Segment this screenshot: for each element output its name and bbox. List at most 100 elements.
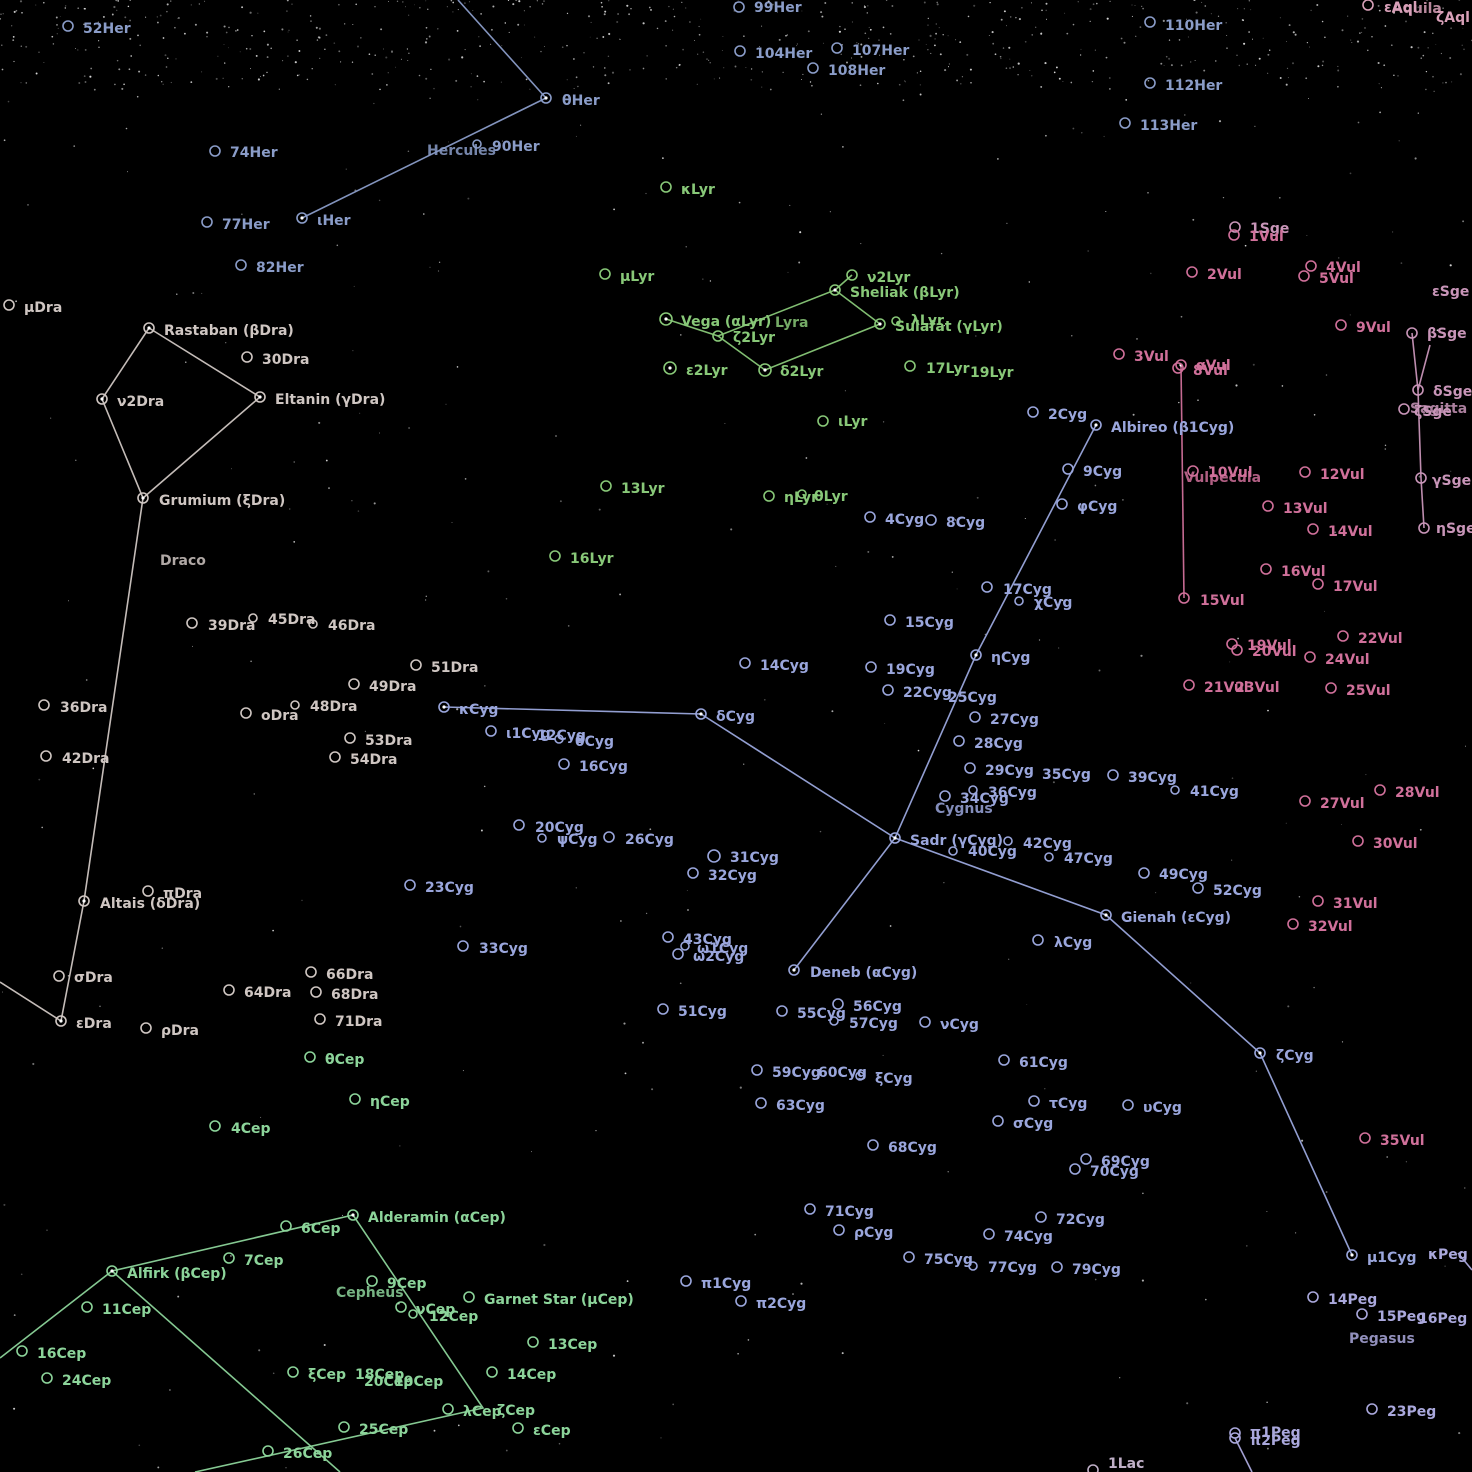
star-nuCep[interactable]: νCep — [395, 1301, 455, 1318]
star-17Cyg[interactable]: 17Cyg — [981, 581, 1052, 598]
star-14Vul[interactable]: 14Vul — [1307, 523, 1373, 540]
star-45Dra[interactable]: 45Dra — [248, 612, 315, 628]
star-3Vul[interactable]: 3Vul — [1113, 348, 1169, 365]
star-epsCep[interactable]: εCep — [512, 1422, 571, 1439]
star-2Cyg[interactable]: 2Cyg — [1027, 406, 1087, 423]
star-77Her[interactable]: 77Her — [201, 216, 270, 233]
star-thetaLyr[interactable]: θLyr — [797, 489, 848, 505]
star-33Cyg[interactable]: 33Cyg — [457, 940, 528, 957]
star-16Lyr[interactable]: 16Lyr — [549, 550, 614, 567]
star-47Cyg[interactable]: 47Cyg — [1044, 851, 1113, 867]
star-omega2Cyg[interactable]: ω2Cyg — [672, 948, 744, 965]
star-49Cyg[interactable]: 49Cyg — [1138, 867, 1208, 883]
star-iotaCyg[interactable]: ι1Cyg — [485, 725, 551, 742]
star-74Her[interactable]: 74Her — [209, 145, 278, 161]
star-34Cyg[interactable]: 34Cyg — [939, 790, 1009, 807]
star-35Cyg[interactable]: 35Cyg — [1042, 767, 1091, 783]
star-13Cep[interactable]: 13Cep — [527, 1336, 597, 1353]
star-21Vul[interactable]: 21Vul — [1183, 679, 1249, 696]
star-23Peg[interactable]: 23Peg — [1366, 1403, 1436, 1420]
star-kappaCyg[interactable]: κCyg — [438, 701, 498, 718]
star-52Cyg[interactable]: 52Cyg — [1192, 882, 1262, 899]
star-26Cyg[interactable]: 26Cyg — [603, 831, 674, 848]
star-36Cyg[interactable]: 36Cyg — [968, 785, 1037, 801]
star-27Cyg[interactable]: 27Cyg — [969, 711, 1039, 728]
star-gienah[interactable]: Gienah (εCyg) — [1100, 909, 1231, 926]
star-9Cyg[interactable]: 9Cyg — [1062, 463, 1122, 480]
star-30Vul[interactable]: 30Vul — [1352, 835, 1418, 852]
star-72Cyg[interactable]: 72Cyg — [1035, 1211, 1105, 1228]
star-74Cyg[interactable]: 74Cyg — [983, 1228, 1053, 1245]
star-22Cyg[interactable]: 22Cyg — [882, 684, 952, 701]
star-sigmaCyg[interactable]: σCyg — [992, 1115, 1053, 1132]
star-31Cyg[interactable]: 31Cyg — [707, 849, 779, 866]
star-49Dra[interactable]: 49Dra — [348, 678, 416, 695]
star-24Vul[interactable]: 24Vul — [1304, 651, 1370, 668]
star-25Cep[interactable]: 25Cep — [338, 1421, 408, 1438]
star-39Cyg[interactable]: 39Cyg — [1107, 769, 1177, 786]
star-pi1Cyg[interactable]: π1Cyg — [680, 1275, 751, 1292]
star-113Her[interactable]: 113Her — [1119, 117, 1197, 134]
star-13Lyr[interactable]: 13Lyr — [600, 480, 665, 497]
star-alderamin[interactable]: Alderamin (αCep) — [347, 1209, 506, 1226]
star-lambdaCep[interactable]: λCep — [442, 1403, 502, 1420]
star-51Dra[interactable]: 51Dra — [410, 659, 478, 676]
star-7Cep[interactable]: 7Cep — [223, 1252, 284, 1269]
star-16Cyg[interactable]: 16Cyg — [558, 758, 628, 775]
star-etaCep[interactable]: ηCep — [349, 1093, 410, 1110]
star-gammaSge[interactable]: γSge — [1415, 472, 1471, 489]
star-alfirk[interactable]: Alfirk (βCep) — [106, 1265, 227, 1282]
star-32Cyg[interactable]: 32Cyg — [687, 867, 757, 884]
star-14Peg[interactable]: 14Peg — [1307, 1291, 1377, 1308]
star-39Dra[interactable]: 39Dra — [186, 617, 255, 634]
star-69Cyg[interactable]: 69Cyg — [1080, 1153, 1150, 1170]
star-40Cyg[interactable]: 40Cyg — [948, 844, 1017, 860]
star-17Vul[interactable]: 17Vul — [1312, 578, 1378, 595]
star-60Cyg[interactable]: 60Cyg — [818, 1065, 867, 1081]
star-19Lyr[interactable]: 19Lyr — [970, 365, 1014, 381]
star-20Cyg[interactable]: 20Cyg — [513, 819, 584, 836]
star-zetaCyg[interactable]: ζCyg — [1254, 1047, 1314, 1064]
star-24Cep[interactable]: 24Cep — [41, 1372, 111, 1389]
star-epsSge[interactable]: εSge — [1432, 284, 1469, 300]
star-kappaPeg[interactable]: κPeg — [1428, 1247, 1468, 1263]
star-15Cyg[interactable]: 15Cyg — [884, 614, 954, 631]
star-sadr[interactable]: Sadr (γCyg) — [889, 832, 1003, 849]
star-kappaLyr[interactable]: κLyr — [660, 181, 715, 198]
star-nu2Dra[interactable]: ν2Dra — [96, 393, 164, 410]
star-rhoDra[interactable]: ρDra — [140, 1022, 199, 1039]
star-28Cyg[interactable]: 28Cyg — [953, 735, 1023, 752]
star-17Lyr[interactable]: 17Lyr — [904, 360, 970, 377]
star-12Vul[interactable]: 12Vul — [1299, 466, 1365, 483]
star-sheliak[interactable]: Sheliak (βLyr) — [829, 284, 960, 301]
star-thetaHer[interactable]: θHer — [540, 92, 600, 109]
star-zetaSge[interactable]: ζSge — [1398, 403, 1452, 420]
star-51Cyg[interactable]: 51Cyg — [657, 1003, 727, 1020]
star-13Vul[interactable]: 13Vul — [1262, 500, 1328, 517]
star-1Lac[interactable]: 1Lac — [1087, 1456, 1144, 1472]
star-sulafat[interactable]: Sulafat (γLyr) — [874, 318, 1003, 335]
star-mu1Cyg[interactable]: μ1Cyg — [1346, 1249, 1416, 1266]
star-nu2Lyr[interactable]: ν2Lyr — [846, 269, 910, 286]
star-pi1Peg[interactable]: π1Peg — [1229, 1425, 1301, 1441]
star-66Dra[interactable]: 66Dra — [305, 966, 373, 983]
star-20Vul[interactable]: 20Vul — [1231, 644, 1297, 660]
star-iotaLyr[interactable]: ιLyr — [817, 414, 868, 430]
star-71Dra[interactable]: 71Dra — [314, 1013, 382, 1030]
star-xiCep[interactable]: ξCep — [287, 1366, 346, 1383]
star-grumium[interactable]: Grumium (ξDra) — [137, 492, 285, 509]
star-28Vul[interactable]: 28Vul — [1374, 784, 1440, 801]
star-betaSge[interactable]: βSge — [1406, 326, 1467, 342]
star-omicronDra[interactable]: oDra — [240, 707, 299, 724]
star-epsDra[interactable]: εDra — [55, 1015, 112, 1032]
star-4Cyg[interactable]: 4Cyg — [864, 511, 924, 528]
star-muDra[interactable]: μDra — [3, 299, 62, 316]
star-pi2Peg[interactable]: π2Peg — [1229, 1432, 1301, 1449]
star-1Sge[interactable]: 1Sge — [1229, 221, 1289, 237]
star-thetaCyg[interactable]: θCyg — [554, 734, 614, 750]
star-110Her[interactable]: 110Her — [1144, 16, 1222, 34]
star-53Dra[interactable]: 53Dra — [344, 732, 412, 749]
star-68Dra[interactable]: 68Dra — [310, 986, 378, 1003]
